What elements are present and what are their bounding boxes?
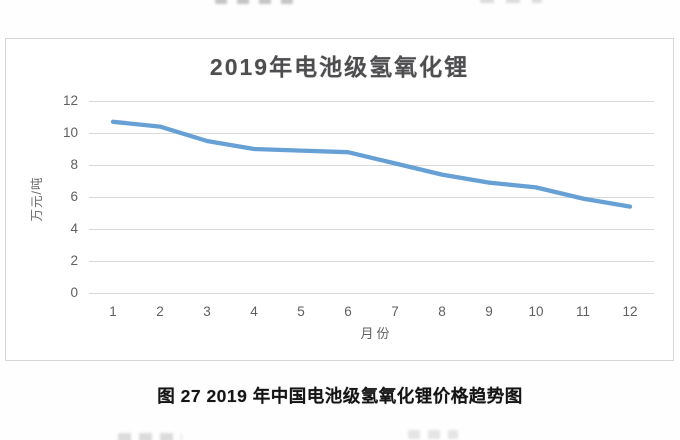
- cropped-text-artifact-bottom-left: [118, 433, 182, 440]
- x-tick-label: 4: [250, 304, 258, 319]
- y-tick-label: 4: [70, 221, 78, 236]
- x-tick-label: 3: [203, 304, 211, 319]
- y-tick-label: 2: [70, 253, 78, 268]
- y-tick-label: 10: [62, 125, 78, 140]
- x-tick-label: 12: [622, 304, 638, 319]
- chart-title: 2019年电池级氢氧化锂: [209, 54, 470, 80]
- gridline-y2: [89, 261, 654, 262]
- y-tick-label: 6: [70, 189, 78, 204]
- cropped-text-artifact-bottom-right: [408, 430, 458, 439]
- x-tick-label: 8: [438, 304, 446, 319]
- cropped-text-artifact-top-right: [480, 0, 542, 3]
- gridline-y4: [89, 229, 654, 230]
- gridline-y0: [89, 293, 654, 294]
- gridline-y12: [89, 101, 654, 102]
- y-tick-label: 8: [70, 157, 78, 172]
- x-tick-label: 11: [575, 304, 590, 319]
- figure-caption: 图 27 2019 年中国电池级氢氧化锂价格趋势图: [157, 386, 523, 406]
- x-tick-label: 6: [344, 304, 352, 319]
- y-tick-label: 0: [70, 285, 78, 300]
- gridline-y8: [89, 165, 654, 166]
- price-trend-chart: 2019年电池级氢氧化锂 万元/吨 0 2 4 6 8 10 12 1 2 3 4 5 6 7 8 9 10 1…: [5, 38, 674, 361]
- gridline-y6: [89, 197, 654, 198]
- x-tick-label: 2: [156, 304, 164, 319]
- y-tick-label: 12: [62, 93, 78, 108]
- trend-line-plot: [110, 119, 633, 209]
- x-tick-label: 1: [109, 304, 117, 319]
- cropped-text-artifact-top-left: [215, 0, 293, 4]
- x-tick-label: 7: [391, 304, 399, 319]
- price-trend-line: [110, 119, 633, 209]
- gridline-y10: [89, 133, 654, 134]
- x-axis-label: 月份: [360, 326, 393, 341]
- x-tick-label: 9: [485, 304, 493, 319]
- x-tick-label: 5: [297, 304, 305, 319]
- x-tick-label: 10: [528, 304, 544, 319]
